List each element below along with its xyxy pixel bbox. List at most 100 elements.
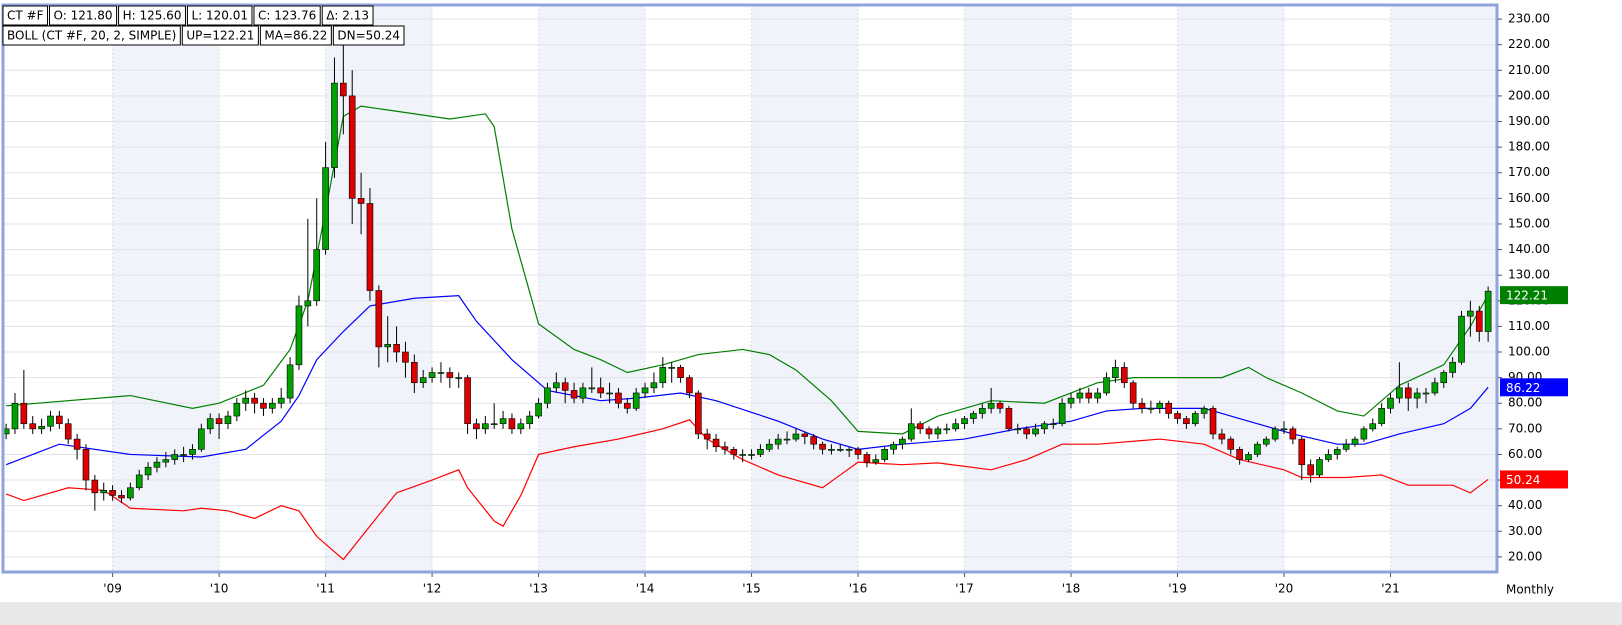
y-tick-label: 160.00 bbox=[1508, 191, 1550, 205]
candle-body bbox=[1147, 408, 1155, 410]
candle-body bbox=[1245, 454, 1252, 460]
candle-body bbox=[1422, 392, 1430, 395]
x-tick-label: '21 bbox=[1381, 582, 1400, 596]
y-tick-label: 150.00 bbox=[1508, 216, 1550, 230]
candle-body bbox=[570, 390, 578, 399]
candle-body bbox=[650, 382, 658, 389]
header-box bbox=[48, 5, 118, 26]
candle-body bbox=[739, 454, 746, 456]
candle-body bbox=[499, 418, 507, 425]
candle-body bbox=[295, 305, 303, 366]
candle-body bbox=[340, 82, 347, 97]
candle-body bbox=[1440, 372, 1448, 384]
candle-body bbox=[783, 438, 791, 441]
candle-body bbox=[286, 364, 294, 399]
candle-body bbox=[836, 449, 844, 451]
header-box bbox=[259, 25, 332, 46]
candle-body bbox=[322, 167, 329, 250]
candle-body bbox=[1325, 454, 1332, 460]
y-tick-label: 70.00 bbox=[1508, 421, 1542, 435]
y-tick-label: 60.00 bbox=[1508, 447, 1542, 461]
candle-body bbox=[907, 423, 915, 440]
candle-body bbox=[348, 95, 356, 199]
candle-body bbox=[748, 454, 755, 456]
value-tag-label: 122.21 bbox=[1506, 289, 1548, 303]
y-tick-label: 100.00 bbox=[1508, 345, 1550, 359]
header-text: BOLL (CT #F, 20, 2, SIMPLE) bbox=[7, 29, 176, 43]
value-tag bbox=[1500, 286, 1568, 305]
candle-body bbox=[641, 387, 649, 394]
candle-body bbox=[304, 300, 312, 307]
candle-body bbox=[1369, 423, 1377, 430]
x-tick-label: '18 bbox=[1062, 582, 1081, 596]
candle-body bbox=[606, 392, 613, 395]
candle-body bbox=[695, 392, 702, 435]
value-tag bbox=[1500, 378, 1568, 397]
candle-body bbox=[91, 479, 99, 494]
candle-body bbox=[1191, 413, 1199, 425]
candle-body bbox=[73, 438, 81, 450]
candle-body bbox=[277, 397, 285, 404]
year-band bbox=[538, 5, 646, 572]
candle-body bbox=[1431, 382, 1439, 394]
year-band bbox=[964, 5, 1072, 572]
candle-body bbox=[127, 487, 134, 499]
header-box bbox=[186, 5, 253, 26]
y-tick-label: 130.00 bbox=[1508, 268, 1550, 282]
y-tick-label: 220.00 bbox=[1508, 37, 1550, 51]
header-text: L: 120.01 bbox=[191, 9, 248, 23]
plot-frame bbox=[1, 3, 1499, 574]
year-band bbox=[751, 5, 859, 572]
y-tick-label: 230.00 bbox=[1508, 12, 1550, 26]
x-tick-label: '13 bbox=[529, 582, 548, 596]
y-tick-label: 170.00 bbox=[1508, 165, 1550, 179]
candle-body bbox=[118, 495, 125, 499]
candle-body bbox=[464, 377, 471, 425]
x-tick-label: '11 bbox=[316, 582, 335, 596]
candle-body bbox=[446, 372, 454, 378]
candle-body bbox=[588, 387, 596, 390]
candle-body bbox=[819, 443, 826, 450]
header-box bbox=[181, 25, 259, 46]
candle-body bbox=[1467, 310, 1474, 317]
candle-body bbox=[56, 415, 63, 425]
candle-body bbox=[845, 449, 853, 451]
candle-body bbox=[20, 402, 28, 425]
footer-strip bbox=[0, 602, 1622, 625]
candle-body bbox=[526, 415, 533, 425]
candle-body bbox=[863, 454, 871, 463]
candle-body bbox=[730, 449, 738, 455]
plot bbox=[2, 44, 1492, 561]
candle-body bbox=[1129, 382, 1137, 404]
candle-body bbox=[251, 397, 258, 404]
candle-body bbox=[100, 490, 108, 494]
header-text: Δ: 2.13 bbox=[326, 9, 369, 23]
year-band bbox=[1177, 5, 1285, 572]
candle-body bbox=[402, 351, 409, 363]
header-box bbox=[253, 5, 321, 26]
candle-body bbox=[1014, 428, 1022, 431]
candle-body bbox=[632, 392, 640, 409]
header-text: CT #F bbox=[7, 9, 44, 23]
y-tick-label: 20.00 bbox=[1508, 549, 1542, 563]
candle-body bbox=[331, 82, 338, 168]
candle-body bbox=[1396, 387, 1403, 399]
x-tick-label: '10 bbox=[210, 582, 229, 596]
candle-body bbox=[135, 474, 143, 489]
candle-body bbox=[1120, 367, 1128, 384]
candle-body bbox=[1076, 392, 1084, 399]
header-text: UP=122.21 bbox=[186, 29, 254, 43]
candle-body bbox=[47, 415, 54, 427]
candle-body bbox=[1032, 428, 1039, 435]
candle-body bbox=[1200, 408, 1208, 414]
candle-body bbox=[1165, 402, 1172, 414]
candle-body bbox=[1378, 408, 1385, 425]
year-band bbox=[1390, 5, 1497, 572]
y-tick-label: 180.00 bbox=[1508, 140, 1550, 154]
candle-body bbox=[1103, 377, 1110, 394]
candle-body bbox=[961, 418, 968, 425]
candle-body bbox=[171, 454, 179, 460]
candle-body bbox=[1387, 397, 1394, 409]
candle-body bbox=[615, 392, 622, 404]
